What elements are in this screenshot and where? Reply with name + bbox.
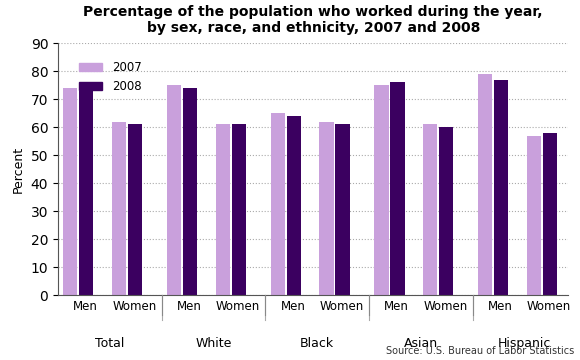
Bar	[216, 125, 230, 295]
Bar	[287, 116, 301, 295]
Bar	[270, 113, 285, 295]
Bar	[390, 82, 405, 295]
Title: Percentage of the population who worked during the year,
by sex, race, and ethni: Percentage of the population who worked …	[84, 5, 543, 35]
Bar	[423, 125, 437, 295]
Text: Total: Total	[95, 337, 125, 350]
Text: White: White	[195, 337, 232, 350]
Text: Hispanic: Hispanic	[498, 337, 552, 350]
Bar	[320, 122, 334, 295]
Text: Source: U.S. Bureau of Labor Statistics: Source: U.S. Bureau of Labor Statistics	[386, 346, 574, 356]
Bar	[183, 88, 197, 295]
Legend: 2007, 2008: 2007, 2008	[74, 57, 146, 98]
Bar	[63, 88, 78, 295]
Bar	[527, 136, 541, 295]
Bar	[128, 125, 142, 295]
Bar	[231, 125, 246, 295]
Bar	[439, 127, 454, 295]
Bar	[335, 125, 350, 295]
Bar	[167, 85, 181, 295]
Bar	[79, 91, 93, 295]
Bar	[494, 80, 508, 295]
Bar	[374, 85, 389, 295]
Bar	[112, 122, 126, 295]
Bar	[478, 74, 492, 295]
Y-axis label: Percent: Percent	[12, 146, 25, 193]
Text: Black: Black	[300, 337, 334, 350]
Bar	[543, 133, 557, 295]
Text: Asian: Asian	[404, 337, 438, 350]
